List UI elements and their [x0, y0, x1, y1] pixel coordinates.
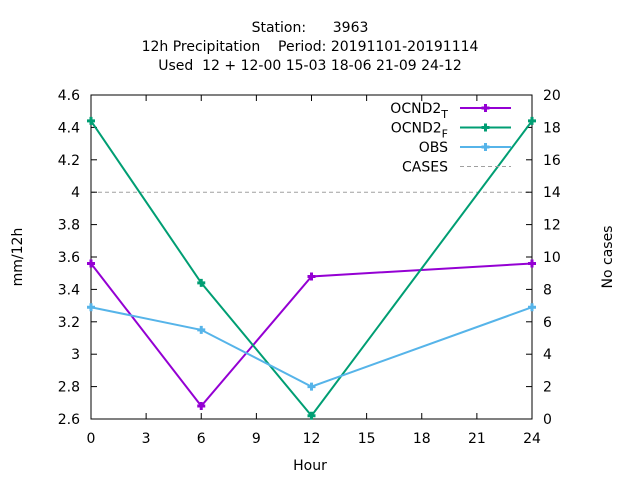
- y2-tick-label: 20: [543, 88, 561, 104]
- y2-tick-label: 6: [543, 315, 552, 331]
- y-tick-label: 2.8: [58, 380, 80, 396]
- y-tick-label: 2.6: [58, 412, 80, 428]
- x-tick-label: 6: [197, 431, 206, 447]
- legend-marker: [481, 104, 490, 112]
- y-tick-label: 3.2: [58, 315, 80, 331]
- y-tick-label: 4.6: [58, 88, 80, 104]
- x-tick-label: 21: [468, 431, 486, 447]
- data-point: [307, 382, 316, 391]
- data-point: [87, 116, 95, 125]
- y-tick-label: 3: [71, 347, 80, 363]
- data-point: [87, 303, 95, 312]
- y2-tick-label: 0: [543, 412, 552, 428]
- x-axis-label: Hour: [293, 458, 327, 474]
- chart-title-line-2: 12h Precipitation Period: 20191101-20191…: [142, 39, 479, 55]
- data-point: [197, 402, 206, 411]
- y2-axis-label: No cases: [600, 226, 616, 289]
- data-point: [197, 278, 206, 287]
- y-tick-label: 3.4: [58, 282, 80, 298]
- axes: 0 3 6 9 12 15 18 21 242.62.833.23.43.63.844.24.4…: [58, 88, 561, 447]
- legend-marker: [481, 123, 490, 132]
- x-tick-label: 15: [358, 431, 376, 447]
- legend-label: OBS: [419, 140, 448, 156]
- x-tick-label: 0: [87, 431, 96, 447]
- y2-tick-label: 10: [543, 250, 561, 266]
- y2-tick-label: 2: [543, 380, 552, 396]
- data-point: [528, 303, 536, 312]
- chart-title-line-3: Used 12 + 12-00 15-03 18-06 21-09 24-12: [158, 58, 462, 74]
- series-layer: [87, 116, 536, 420]
- y2-tick-label: 12: [543, 218, 561, 234]
- y-tick-label: 4.2: [58, 153, 80, 169]
- y2-tick-label: 18: [543, 120, 561, 136]
- y-tick-label: 4: [71, 185, 80, 201]
- x-tick-label: 12: [303, 431, 321, 447]
- data-point: [87, 259, 95, 268]
- legend-label: CASES: [402, 160, 448, 176]
- x-tick-label: 24: [523, 431, 541, 447]
- y2-tick-label: 4: [543, 347, 552, 363]
- series-line-ocnd2f: [90, 120, 533, 418]
- x-tick-label: 3: [142, 431, 151, 447]
- y-tick-label: 4.4: [58, 120, 80, 136]
- y2-tick-label: 14: [543, 185, 561, 201]
- x-tick-label: 9: [252, 431, 261, 447]
- legend-label: OCND2T: [390, 101, 448, 121]
- data-point: [528, 259, 536, 268]
- x-tick-label: 18: [413, 431, 431, 447]
- data-point: [307, 411, 316, 420]
- series-line-obs: [90, 306, 533, 388]
- y2-tick-label: 16: [543, 153, 561, 169]
- plot-frame: [90, 94, 533, 420]
- data-point: [197, 325, 206, 334]
- data-point: [307, 272, 316, 281]
- chart-title-line-1: Station: 3963: [252, 20, 369, 36]
- data-point: [528, 116, 536, 125]
- legend-marker: [481, 143, 490, 151]
- legend-label: OCND2F: [391, 121, 448, 141]
- y2-tick-label: 8: [543, 282, 552, 298]
- y-axis-label: mm/12h: [10, 228, 26, 287]
- y-tick-label: 3.8: [58, 218, 80, 234]
- y-tick-label: 3.6: [58, 250, 80, 266]
